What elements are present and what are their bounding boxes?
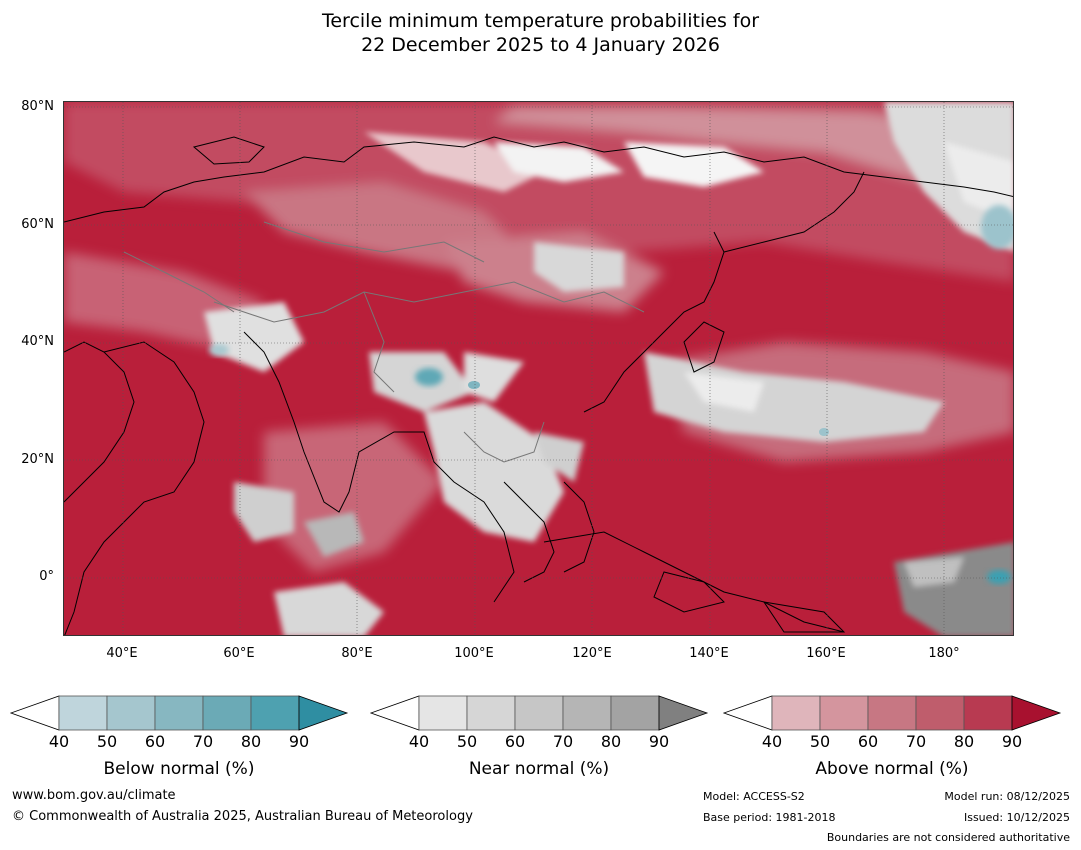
colorbar-near-segment <box>418 695 468 731</box>
model-text: Model: ACCESS-S2 <box>703 790 805 803</box>
map-title: Tercile minimum temperature probabilitie… <box>0 9 1081 57</box>
website-link[interactable]: www.bom.gov.au/climate <box>12 788 176 803</box>
disclaimer-text: Boundaries are not considered authoritat… <box>826 831 1070 844</box>
graticule <box>64 102 1013 635</box>
model-run-text: Model run: 08/12/2025 <box>944 790 1070 803</box>
lon-label-180: 180° <box>928 646 960 661</box>
colorbar-below-normal <box>10 695 349 731</box>
lon-label-100e: 100°E <box>454 646 494 661</box>
tick-label: 90 <box>648 732 670 751</box>
tick-label: 80 <box>600 732 622 751</box>
tick-label: 70 <box>552 732 574 751</box>
title-line-2: 22 December 2025 to 4 January 2026 <box>361 34 720 56</box>
colorbar-below-segment <box>154 695 204 731</box>
base-period-text: Base period: 1981-2018 <box>703 811 836 824</box>
colorbar-near-upper-extension <box>658 695 709 731</box>
lon-label-140e: 140°E <box>689 646 729 661</box>
lat-label-20n: 20°N <box>21 452 54 467</box>
colorbar-near-segment <box>514 695 564 731</box>
probability-map <box>63 101 1014 636</box>
colorbar-near-lower-extension <box>370 695 420 731</box>
tick-label: 40 <box>48 732 70 751</box>
tick-label: 90 <box>1001 732 1023 751</box>
colorbar-above-segment <box>867 695 917 731</box>
colorbar-near-title: Near normal (%) <box>468 759 610 779</box>
colorbar-above-segment <box>963 695 1013 731</box>
lat-label-60n: 60°N <box>21 217 54 232</box>
colorbar-below-segment <box>250 695 300 731</box>
colorbar-near-segment <box>610 695 660 731</box>
colorbar-above-normal <box>723 695 1062 731</box>
coastlines <box>64 136 1013 635</box>
tick-label: 60 <box>857 732 879 751</box>
title-line-1: Tercile minimum temperature probabilitie… <box>321 10 760 32</box>
colorbar-below-upper-extension <box>298 695 349 731</box>
colorbar-above-upper-extension <box>1011 695 1062 731</box>
lat-label-40n: 40°N <box>21 334 54 349</box>
tick-label: 40 <box>408 732 430 751</box>
tick-label: 50 <box>96 732 118 751</box>
colorbar-near-normal <box>370 695 709 731</box>
colorbar-below-segment <box>106 695 156 731</box>
below-normal-areas <box>209 205 1013 584</box>
lon-label-60e: 60°E <box>223 646 255 661</box>
tick-label: 50 <box>809 732 831 751</box>
tick-label: 40 <box>761 732 783 751</box>
colorbar-near-segment <box>466 695 516 731</box>
lon-label-40e: 40°E <box>106 646 138 661</box>
colorbar-above-segment <box>915 695 965 731</box>
tick-label: 70 <box>192 732 214 751</box>
map-canvas <box>64 102 1013 635</box>
tick-label: 70 <box>905 732 927 751</box>
lon-label-120e: 120°E <box>572 646 612 661</box>
colorbar-above-title: Above normal (%) <box>815 759 969 779</box>
tick-label: 90 <box>288 732 310 751</box>
tick-label: 80 <box>953 732 975 751</box>
colorbar-above-segment <box>819 695 869 731</box>
tick-label: 50 <box>456 732 478 751</box>
issued-text: Issued: 10/12/2025 <box>963 811 1070 824</box>
tick-label: 60 <box>504 732 526 751</box>
tick-label: 60 <box>144 732 166 751</box>
colorbar-above-segment <box>771 695 821 731</box>
colorbar-below-title: Below normal (%) <box>103 759 255 779</box>
lon-label-160e: 160°E <box>806 646 846 661</box>
lon-label-80e: 80°E <box>341 646 373 661</box>
colorbar-below-segment <box>58 695 108 731</box>
lat-label-0: 0° <box>39 569 54 584</box>
copyright-text: © Commonwealth of Australia 2025, Austra… <box>12 809 473 824</box>
colorbar-below-segment <box>202 695 252 731</box>
colorbar-near-segment <box>562 695 612 731</box>
lat-label-80n: 80°N <box>21 99 54 114</box>
colorbar-above-lower-extension <box>723 695 773 731</box>
tick-label: 80 <box>240 732 262 751</box>
colorbar-below-lower-extension <box>10 695 60 731</box>
country-boundaries <box>123 221 645 463</box>
